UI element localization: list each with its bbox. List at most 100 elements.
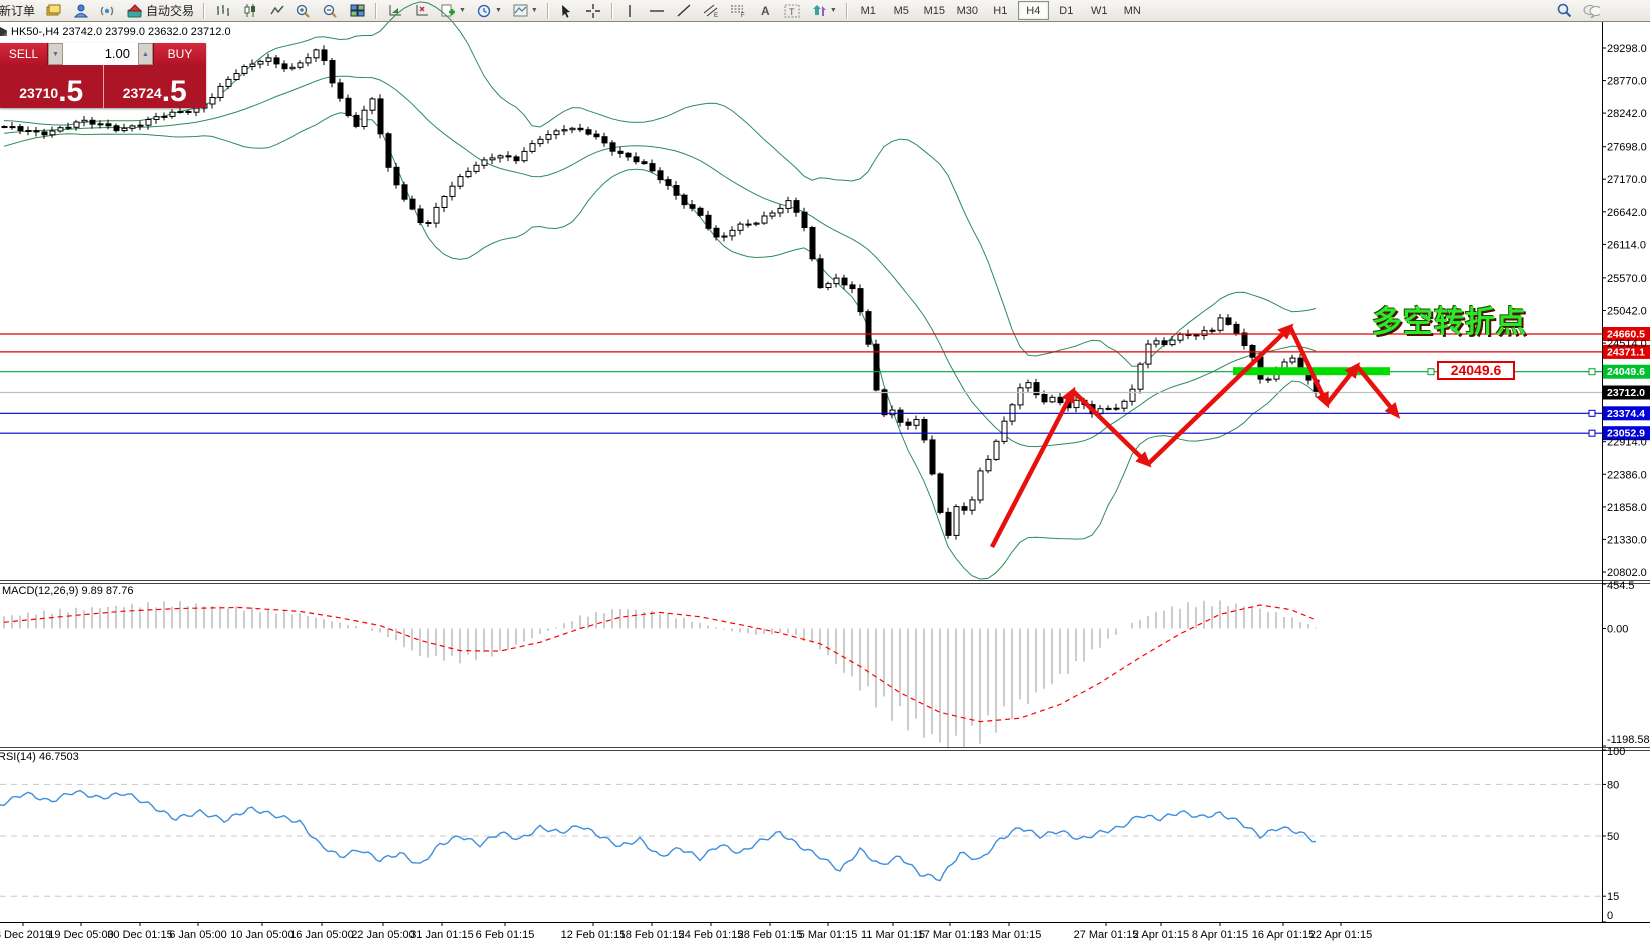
timeframe-m15-button[interactable]: M15 [923,4,945,17]
sell-price-pips: .5 [58,75,84,108]
time-axis-label: 30 Dec 01:15 [107,929,172,941]
cursor-tool-button[interactable] [554,0,579,21]
arrow-shapes-icon [811,3,828,18]
price-badge: 24049.6 [1603,364,1650,379]
indicator-panes [0,600,1602,897]
time-axis-label: 28 Feb 01:15 [738,929,803,941]
svg-text:24660.5: 24660.5 [1607,329,1645,341]
horizontal-line-tool-button[interactable] [645,0,670,21]
price-axis-tick: 28770.0 [1607,76,1647,88]
time-axis-label: 24 Feb 01:15 [679,929,744,941]
text-label-tool-button[interactable]: T [780,0,805,21]
template-icon [512,3,529,18]
timeframe-group: M1 M5 M15 M30 H1 H4 D1 W1 MN [852,1,1149,20]
toolbar-separator [375,2,378,19]
timeframe-h1-button[interactable]: H1 [993,4,1008,17]
timeframe-mn-button[interactable]: MN [1123,4,1141,17]
bar-chart-button[interactable] [210,0,235,21]
price-badge: 23052.9 [1603,426,1650,441]
chat-button[interactable] [1579,0,1604,21]
timeframe-m5-button[interactable]: M5 [893,4,909,17]
auto-scroll-button[interactable] [382,0,407,21]
price-axis-tick: 29298.0 [1607,43,1647,55]
fibonacci-tool-button[interactable]: F [726,0,751,21]
sell-price[interactable]: 23710 .5 [0,65,104,108]
toolbar-separator [845,2,848,19]
time-axis-label: 8 Apr 01:15 [1192,929,1248,941]
zoom-out-button[interactable] [318,0,343,21]
volume-increase-button[interactable]: ▲ [138,43,153,65]
cursor-icon [558,3,575,18]
accounts-button[interactable] [68,0,93,21]
broadcast-icon [99,3,116,18]
price-callout-box[interactable]: 24049.6 [1437,361,1515,380]
zoom-in-button[interactable] [291,0,316,21]
channel-tool-button[interactable]: E [699,0,724,21]
trendline-tool-button[interactable] [672,0,697,21]
volume-input[interactable]: 1.00 [63,43,138,65]
crosshair-icon [585,3,602,18]
sell-price-main: 23710 [19,85,59,101]
sell-button[interactable]: SELL [0,43,48,65]
text-tool-icon: A [761,3,770,18]
chart-shift-icon [413,3,430,18]
line-chart-button[interactable] [264,0,289,21]
auto-scroll-icon [386,3,403,18]
horizontal-level-lines[interactable] [0,333,1602,437]
rsi-axis-tick: 100 [1607,746,1625,758]
macd-indicator-label: MACD(12,26,9) 9.89 87.76 [2,585,134,597]
timeframe-m1-button[interactable]: M1 [860,4,876,17]
arrows-tool-button[interactable]: ▼ [807,0,841,21]
clock-icon [476,3,493,18]
svg-text:24371.1: 24371.1 [1607,346,1645,358]
time-axis-label: 31 Jan 01:15 [410,929,474,941]
broadcast-button[interactable] [95,0,120,21]
template-button[interactable]: ▼ [508,0,542,21]
time-axis-label: 23 Mar 01:15 [977,929,1042,941]
svg-text:23374.4: 23374.4 [1607,408,1645,420]
crosshair-tool-button[interactable] [581,0,606,21]
time-axis-label: 22 Jan 05:00 [351,929,415,941]
timeframe-d1-button[interactable]: D1 [1059,4,1074,17]
chart-shift-button[interactable] [409,0,434,21]
time-axis-label: 22 Apr 01:15 [1310,929,1372,941]
timeframe-h4-button[interactable]: H4 [1017,1,1049,20]
candlestick-chart-button[interactable] [237,0,262,21]
buy-price[interactable]: 23724 .5 [104,65,207,108]
channel-sub-label: E [714,13,718,17]
search-button[interactable] [1552,0,1577,21]
toolbar-separator [203,2,206,19]
volume-decrease-button[interactable]: ▼ [48,43,63,65]
time-axis-label: 10 Jan 05:00 [230,929,294,941]
time-axis-label: 27 Mar 01:15 [1074,929,1139,941]
history-center-button[interactable] [41,0,66,21]
turning-point-annotation[interactable]: 多空转折点 [1372,306,1527,339]
tile-windows-button[interactable] [345,0,370,21]
fibonacci-icon: F [730,3,747,18]
price-axis-tick: 25570.0 [1607,273,1647,285]
rsi-axis-tick: 80 [1607,779,1619,791]
period-button[interactable]: ▼ [472,0,506,21]
price-axis-tick: 27698.0 [1607,142,1647,154]
timeframe-w1-button[interactable]: W1 [1091,4,1108,17]
rsi-axis-tick: 15 [1607,891,1619,903]
vertical-line-tool-button[interactable] [618,0,643,21]
time-axis-label: 16 Apr 01:15 [1252,929,1314,941]
label-sub-label: T [789,7,795,17]
time-axis-label: 3 Dec 2019 [0,929,51,941]
zigzag-arrows[interactable] [990,323,1401,549]
timeframe-m30-button[interactable]: M30 [956,4,978,17]
price-badge: 23712.0 [1603,385,1650,400]
text-tool-button[interactable]: A [753,0,778,21]
buy-button[interactable]: BUY [153,43,206,65]
new-order-button[interactable]: 新订单 [0,0,39,21]
horizontal-line-icon [649,3,666,18]
buy-price-pips: .5 [161,75,187,108]
candlestick-chart-icon [241,3,258,18]
time-axis-label: 6 Feb 01:15 [476,929,535,941]
chart-title: HK50-,H4 23742.0 23799.0 23632.0 23712.0 [11,26,231,38]
autotrade-button[interactable]: 自动交易 [122,0,198,21]
svg-text:23052.9: 23052.9 [1607,428,1645,440]
price-axis-tick: 27170.0 [1607,174,1647,186]
